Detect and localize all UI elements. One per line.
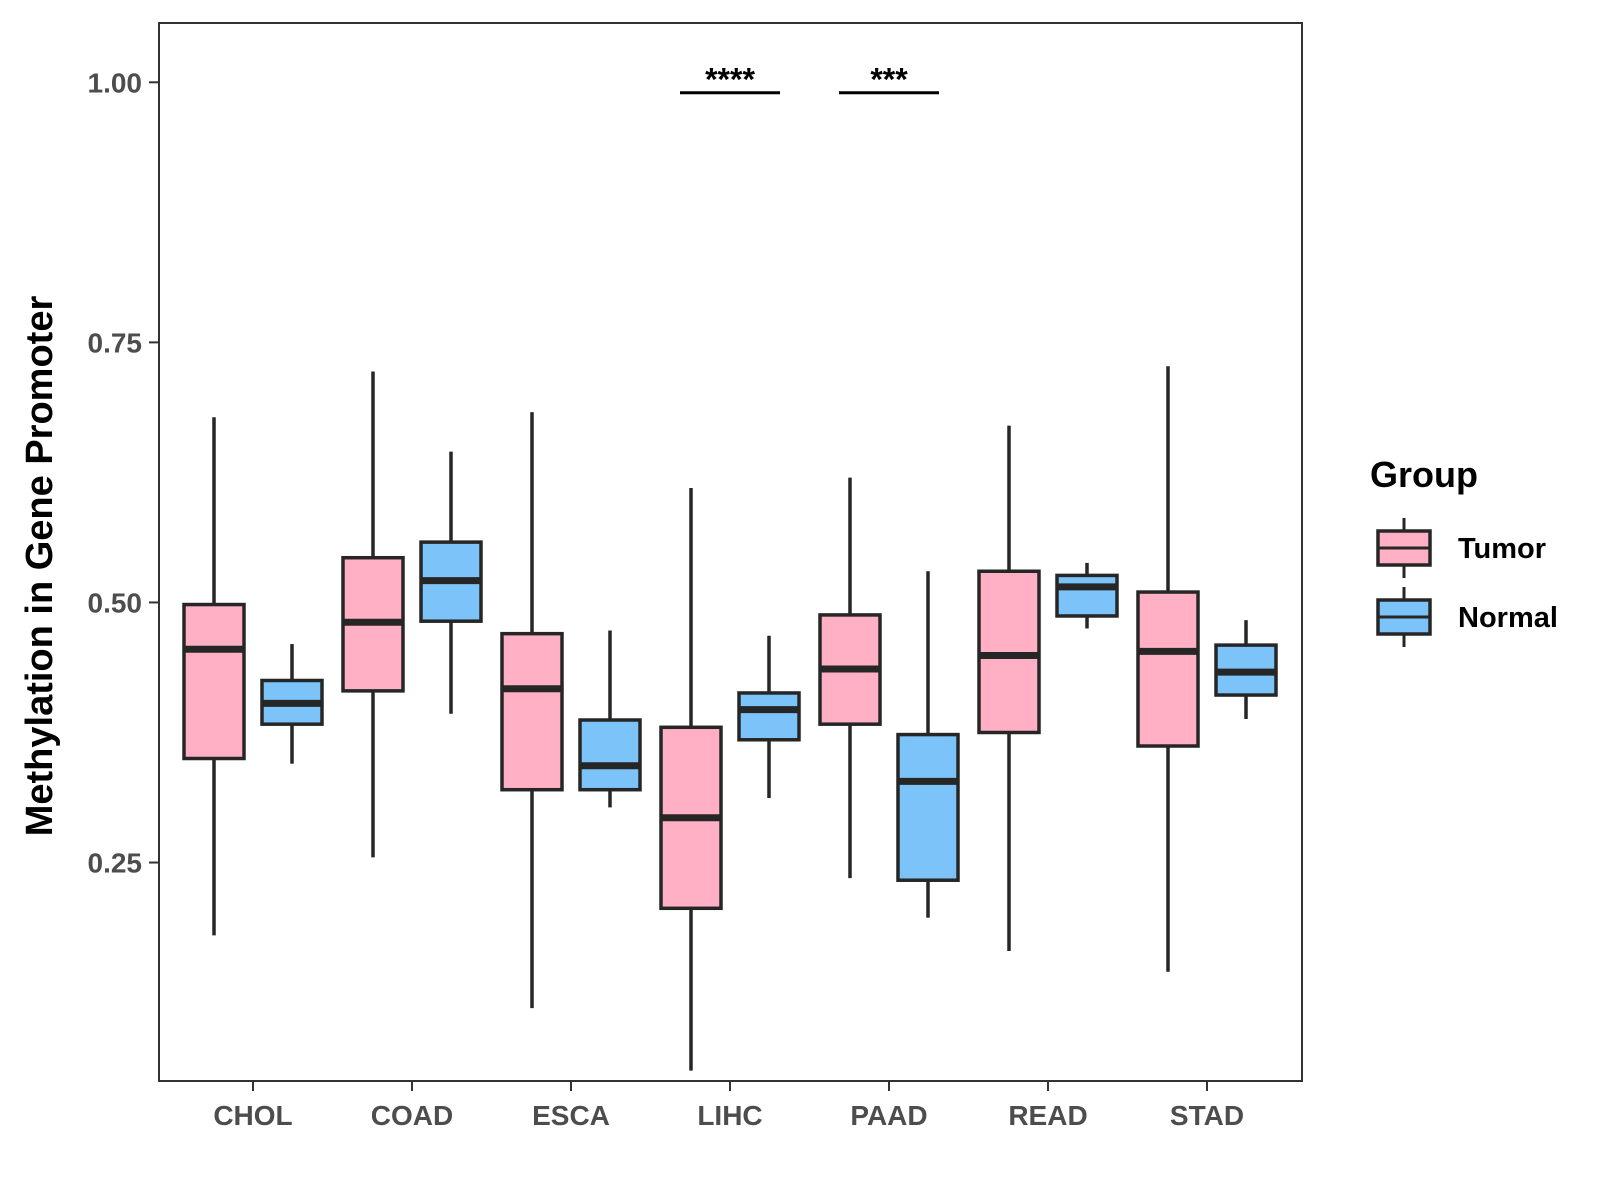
box-body <box>578 718 642 792</box>
box-body <box>737 691 801 742</box>
legend: Group Tumor Normal <box>1370 454 1558 647</box>
box-normal-esca <box>578 630 642 808</box>
x-tick-label: STAD <box>1170 1100 1244 1131</box>
y-axis: 0.25 0.50 0.75 1.00 <box>88 67 159 879</box>
legend-title: Group <box>1370 454 1478 495</box>
box-normal-coad <box>419 451 483 714</box>
legend-label: Normal <box>1458 602 1558 634</box>
y-tick-label: 1.00 <box>88 67 143 98</box>
legend-label: Tumor <box>1458 533 1546 565</box>
box-body <box>896 732 960 882</box>
x-tick-label: CHOL <box>213 1100 292 1131</box>
box-tumor-coad <box>341 371 405 858</box>
box-tumor-lihc <box>659 488 723 1071</box>
box-body <box>500 631 564 792</box>
box-normal-lihc <box>737 635 801 799</box>
box-tumor-esca <box>500 412 564 1009</box>
legend-item-normal: Normal <box>1376 587 1558 647</box>
box-normal-chol <box>260 644 324 764</box>
box-body <box>977 569 1041 735</box>
significance-label: *** <box>870 62 908 98</box>
box-body <box>182 602 246 761</box>
significance-annotations: **** *** <box>680 62 939 98</box>
box-normal-stad <box>1214 620 1278 719</box>
box-tumor-read <box>977 425 1041 951</box>
x-tick-label: PAAD <box>850 1100 927 1131</box>
box-tumor-paad <box>818 477 882 879</box>
box-tumor-chol <box>182 417 246 936</box>
box-body <box>1055 573 1119 618</box>
y-tick-label: 0.50 <box>88 587 143 618</box>
box-series <box>182 366 1278 1071</box>
y-axis-title: Methylation in Gene Promoter <box>19 296 61 837</box>
box-tumor-stad <box>1136 366 1200 972</box>
x-tick-label: LIHC <box>697 1100 762 1131</box>
y-tick-label: 0.75 <box>88 327 143 358</box>
x-tick-label: READ <box>1008 1100 1087 1131</box>
x-tick-label: COAD <box>371 1100 453 1131</box>
legend-item-tumor: Tumor <box>1376 518 1546 578</box>
box-normal-read <box>1055 562 1119 629</box>
box-body <box>1136 590 1200 748</box>
x-tick-label: ESCA <box>532 1100 610 1131</box>
x-axis: CHOL COAD ESCA LIHC PAAD READ STAD <box>213 1081 1244 1131</box>
y-tick-label: 0.25 <box>88 848 143 879</box>
significance-label: **** <box>705 62 755 98</box>
box-normal-paad <box>896 571 960 918</box>
